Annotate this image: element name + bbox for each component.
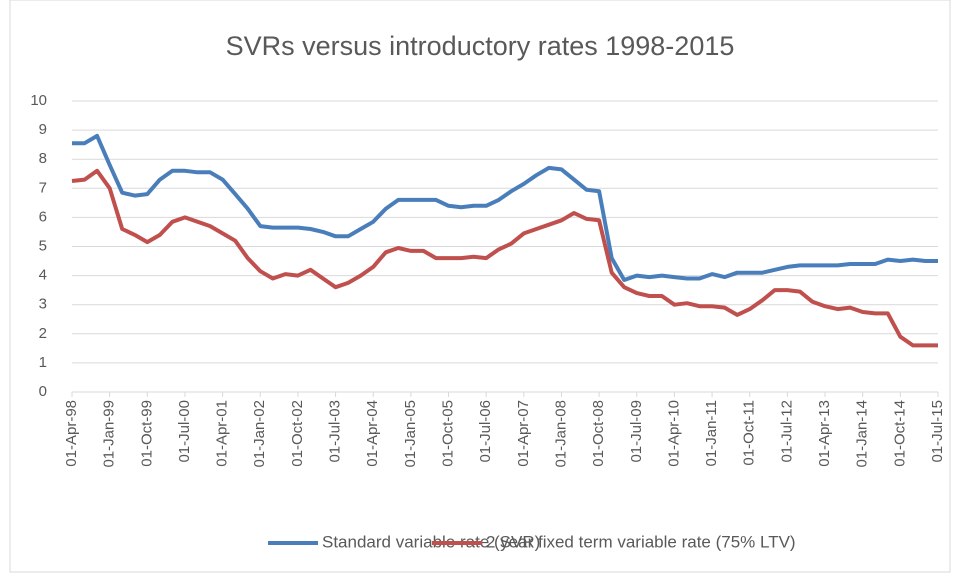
x-tick-label: 01-Oct-11 <box>741 400 758 466</box>
x-tick-label: 01-Oct-99 <box>138 400 155 467</box>
y-tick-label: 6 <box>39 208 47 225</box>
x-tick-label: 01-Oct-05 <box>439 400 456 467</box>
x-tick-label: 01-Apr-04 <box>364 400 381 467</box>
chart-border <box>9 0 951 573</box>
y-tick-label: 3 <box>39 296 47 313</box>
y-tick-label: 0 <box>39 383 47 400</box>
x-tick-label: 01-Jan-99 <box>101 400 118 468</box>
x-tick-label: 01-Jan-14 <box>854 400 871 468</box>
series-line <box>71 168 938 348</box>
x-tick-label: 01-Oct-02 <box>289 400 306 467</box>
x-tick-label: 01-Apr-13 <box>816 400 833 467</box>
legend-label: 2 year fixed term variable rate (75% LTV… <box>486 532 796 551</box>
y-tick-label: 8 <box>39 150 47 167</box>
x-tick-label: 01-Jul-12 <box>778 400 795 463</box>
y-tick-label: 5 <box>39 237 47 254</box>
y-tick-label: 2 <box>39 325 47 342</box>
x-tick-label: 01-Jul-09 <box>628 400 645 463</box>
series-line <box>72 133 938 282</box>
x-tick-label: 01-Jan-11 <box>703 400 720 466</box>
y-tick-label: 10 <box>30 92 47 109</box>
y-tick-label: 1 <box>39 354 47 371</box>
x-tick-label: 01-Jan-02 <box>251 400 268 468</box>
x-tick-label: 01-Jan-05 <box>402 400 419 468</box>
y-tick-label: 9 <box>39 121 47 138</box>
x-tick-label: 01-Oct-08 <box>590 400 607 467</box>
x-tick-label: 01-Oct-14 <box>891 400 908 467</box>
y-tick-label: 4 <box>39 267 47 284</box>
x-tick-label: 01-Jul-03 <box>327 400 344 463</box>
y-tick-label: 7 <box>39 179 47 196</box>
x-tick-label: 01-Jul-15 <box>929 400 946 463</box>
chart-title: SVRs versus introductory rates 1998-2015 <box>226 31 735 61</box>
x-tick-label: 01-Jan-08 <box>552 400 569 468</box>
x-tick-label: 01-Apr-98 <box>63 400 80 467</box>
x-tick-label: 01-Jul-06 <box>477 400 494 463</box>
x-tick-label: 01-Apr-07 <box>515 400 532 467</box>
x-tick-label: 01-Jul-00 <box>176 400 193 463</box>
legend-label: Standard variable rate (SVR) <box>322 532 540 551</box>
x-tick-label: 01-Apr-01 <box>214 400 231 467</box>
x-tick-label: 01-Apr-10 <box>665 400 682 467</box>
